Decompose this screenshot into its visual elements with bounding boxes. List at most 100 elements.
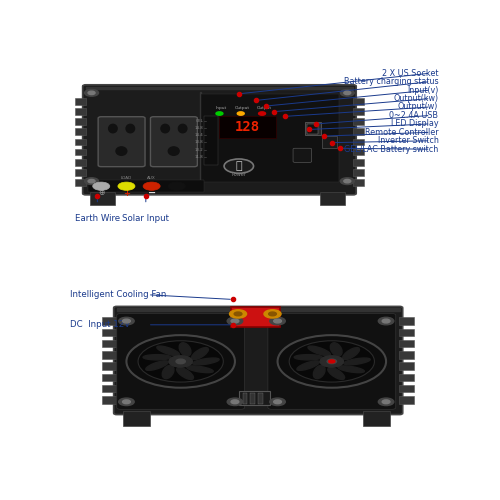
Circle shape [378,398,394,406]
Circle shape [138,341,224,382]
Circle shape [176,359,186,364]
Circle shape [328,360,335,363]
Bar [102,396,118,404]
Circle shape [340,90,354,96]
Text: 2 X US Socket: 2 X US Socket [382,68,438,78]
Bar [102,385,118,392]
FancyBboxPatch shape [268,314,396,410]
Bar [102,351,118,358]
Bar [399,374,414,381]
Circle shape [327,359,336,364]
Text: 13.2: 13.2 [194,148,203,152]
Text: Power: Power [232,172,246,177]
Bar [76,179,86,186]
Bar [231,307,280,326]
Bar [353,138,364,145]
Bar [102,340,118,347]
Circle shape [382,400,390,404]
Bar [399,362,414,370]
Ellipse shape [168,147,179,156]
Ellipse shape [116,147,127,156]
Ellipse shape [126,124,134,133]
Circle shape [122,319,130,323]
Ellipse shape [328,368,344,380]
Bar [353,148,364,156]
Circle shape [216,112,223,115]
Circle shape [227,318,242,325]
Bar [399,351,414,358]
Circle shape [274,319,281,323]
Ellipse shape [294,354,322,360]
Bar [76,118,86,125]
Bar [220,116,276,138]
Circle shape [382,319,390,323]
Circle shape [320,356,344,367]
Bar [250,394,255,404]
Ellipse shape [192,348,208,360]
Circle shape [84,178,98,184]
Ellipse shape [146,361,169,370]
Bar [353,179,364,186]
Circle shape [92,182,110,190]
FancyBboxPatch shape [293,148,312,162]
Bar [306,124,318,134]
Text: GEL: GEL [196,119,203,123]
Text: LED Display: LED Display [391,120,438,128]
Circle shape [344,91,351,94]
Text: LOAD: LOAD [121,176,132,180]
Ellipse shape [314,366,325,378]
Circle shape [169,356,192,367]
Circle shape [340,178,354,184]
Circle shape [231,319,239,323]
Bar [363,411,390,426]
Ellipse shape [178,124,187,133]
Bar [399,396,414,404]
Circle shape [88,180,95,183]
Circle shape [270,318,285,325]
Ellipse shape [162,366,174,378]
FancyBboxPatch shape [117,314,244,410]
Ellipse shape [338,366,364,372]
Bar [322,136,337,148]
Ellipse shape [179,342,191,356]
Bar [353,128,364,135]
Ellipse shape [143,354,171,360]
Ellipse shape [186,366,213,372]
Circle shape [118,182,135,190]
Circle shape [378,318,394,325]
Text: Output: Output [235,106,250,110]
Text: 11.8: 11.8 [194,154,203,158]
Ellipse shape [176,368,194,380]
Text: Input: Input [216,106,227,110]
Text: −: − [148,188,156,198]
Bar [242,394,248,404]
Bar [102,362,118,370]
FancyBboxPatch shape [114,306,403,414]
Bar [117,308,400,310]
Circle shape [122,400,130,404]
FancyBboxPatch shape [150,116,198,166]
FancyBboxPatch shape [98,116,145,166]
Bar [76,169,86,175]
Circle shape [264,310,281,318]
Text: 14.8: 14.8 [194,126,203,130]
Text: Output(w): Output(w) [398,102,438,112]
Circle shape [344,180,351,183]
Text: Solar Input: Solar Input [122,214,170,223]
Bar [399,340,414,347]
Text: Battery charging status: Battery charging status [344,77,438,86]
Bar [399,385,414,392]
Text: ⏻: ⏻ [236,160,242,170]
Ellipse shape [157,346,180,356]
Ellipse shape [344,358,370,365]
Bar [258,394,263,404]
Bar [239,392,270,404]
Ellipse shape [330,342,342,356]
Ellipse shape [297,361,320,370]
FancyBboxPatch shape [82,85,356,195]
Text: +: + [123,189,130,198]
Bar [353,169,364,175]
Text: Intelligent Cooling Fan: Intelligent Cooling Fan [70,290,166,300]
Bar [102,318,118,325]
Bar [76,128,86,135]
